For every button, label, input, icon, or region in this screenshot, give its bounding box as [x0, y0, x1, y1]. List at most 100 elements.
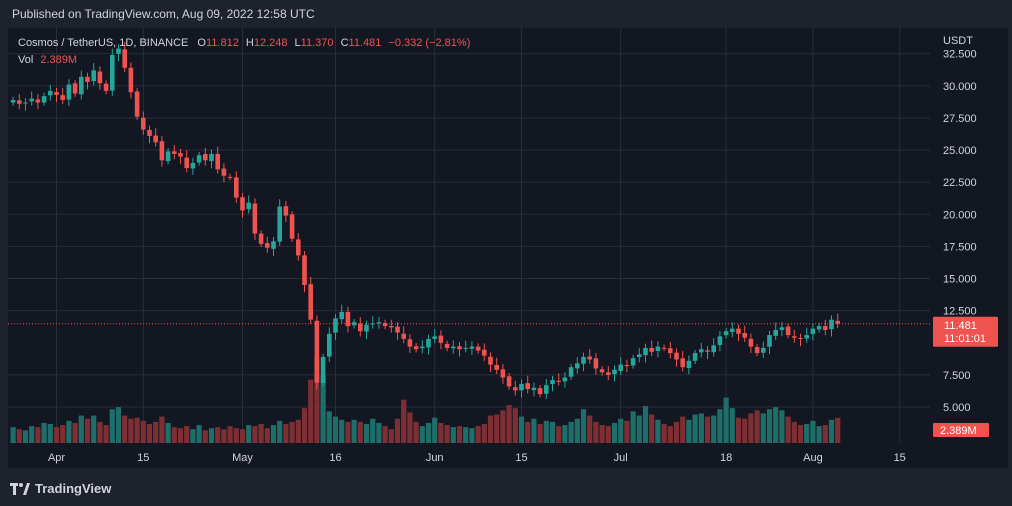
volume-bar: [376, 422, 382, 443]
candle-body: [395, 326, 400, 333]
volume-bar: [655, 419, 661, 443]
candle-body: [773, 329, 778, 336]
volume-bar: [835, 417, 841, 443]
grid-lines: [8, 28, 930, 443]
candle-body: [48, 90, 53, 96]
volume-bar: [543, 420, 549, 443]
candle-body: [339, 311, 344, 320]
volume-bar: [630, 411, 636, 443]
volume-bar: [680, 416, 686, 443]
volume-bar: [171, 427, 177, 443]
chart-frame[interactable]: 32.500 30.000 27.500 25.000 22.500 20.000 17.5…: [8, 28, 1008, 468]
candles: [10, 42, 840, 400]
candle-body: [172, 151, 177, 154]
candle-body: [91, 70, 96, 82]
candle-body: [606, 372, 611, 375]
volume-bar: [611, 422, 618, 443]
volume-bar: [146, 424, 153, 443]
volume-bar: [258, 424, 264, 443]
volume-bar: [134, 417, 140, 443]
candle-body: [333, 318, 338, 333]
candle-body: [568, 367, 574, 377]
candle-body: [463, 347, 468, 349]
x-tick-label: 15: [515, 452, 527, 464]
change-value: −0.332 (−2.81%): [388, 37, 470, 49]
close-label: C: [341, 37, 349, 49]
candle-body: [674, 352, 679, 360]
y-tick-label: 7.500: [943, 370, 971, 382]
volume-bar: [60, 425, 66, 443]
volume-bar: [103, 425, 109, 443]
candle-body: [612, 369, 617, 375]
tradingview-logo[interactable]: TradingView: [10, 481, 111, 496]
candle-body: [500, 369, 506, 378]
candle-body: [407, 339, 413, 347]
candle-body: [289, 214, 295, 239]
candlestick-chart[interactable]: 32.500 30.000 27.500 25.000 22.500 20.000 17.5…: [8, 28, 1008, 468]
volume-bar: [370, 418, 376, 443]
volume-bar: [72, 422, 78, 443]
candle-body: [655, 346, 661, 352]
volume-bar: [518, 416, 525, 443]
volume-bar: [828, 419, 835, 443]
candle-body: [723, 331, 729, 336]
candle-body: [240, 197, 245, 211]
candle-body: [699, 349, 704, 353]
candle-body: [513, 387, 518, 391]
volume-bar: [227, 426, 233, 443]
candle-body: [488, 356, 493, 365]
candle-body: [630, 358, 636, 366]
candle-body: [475, 346, 481, 351]
candle-body: [234, 177, 239, 198]
volume-bar: [326, 411, 332, 443]
y-tick-label: 32.500: [943, 49, 977, 61]
y-tick-label: 22.500: [943, 177, 977, 189]
volume-bar: [580, 409, 587, 443]
candle-body: [413, 346, 419, 350]
low-label: L: [295, 37, 301, 49]
candle-body: [283, 206, 289, 216]
x-tick-label: Apr: [48, 452, 65, 464]
candle-body: [550, 380, 555, 385]
volume-bar: [320, 376, 326, 443]
volume-bar: [723, 397, 729, 443]
volume-bar: [35, 427, 41, 443]
volume-bar: [10, 427, 16, 443]
volume-bar: [215, 427, 221, 443]
candle-body: [457, 346, 462, 350]
volume-bar: [239, 429, 246, 443]
candle-body: [401, 333, 406, 339]
volume-bar: [456, 426, 463, 443]
y-tick-label: 17.500: [943, 241, 977, 253]
candle-body: [258, 233, 264, 244]
candle-body: [29, 98, 34, 102]
x-tick-label: 18: [720, 452, 732, 464]
y-tick-label: 5.000: [943, 402, 971, 414]
volume-bar: [804, 424, 810, 443]
volume-bar: [661, 424, 667, 443]
volume-bar: [698, 413, 704, 443]
candle-body: [296, 239, 301, 256]
candle-body: [823, 326, 828, 330]
candle-body: [23, 102, 28, 104]
candle-body: [420, 346, 425, 349]
volume-bar: [419, 426, 425, 443]
y-tick-label: 27.500: [943, 113, 977, 125]
volume-bar: [549, 421, 556, 443]
candle-body: [426, 338, 431, 348]
volume-bar: [599, 425, 605, 443]
volume-bar: [568, 421, 574, 443]
candle-body: [624, 365, 630, 367]
candle-body: [17, 100, 22, 104]
candle-body: [649, 347, 654, 352]
volume-bar: [748, 413, 754, 443]
candle-body: [835, 320, 840, 324]
candle-body: [525, 383, 530, 390]
volume-bar: [394, 418, 401, 443]
volume-bar: [562, 425, 568, 443]
volume-bar: [742, 418, 748, 443]
candle-body: [376, 322, 382, 324]
legend: Cosmos / TetherUS, 1D, BINANCE O11.812 H…: [18, 37, 470, 66]
candle-body: [754, 347, 760, 354]
volume-bar: [270, 425, 277, 443]
